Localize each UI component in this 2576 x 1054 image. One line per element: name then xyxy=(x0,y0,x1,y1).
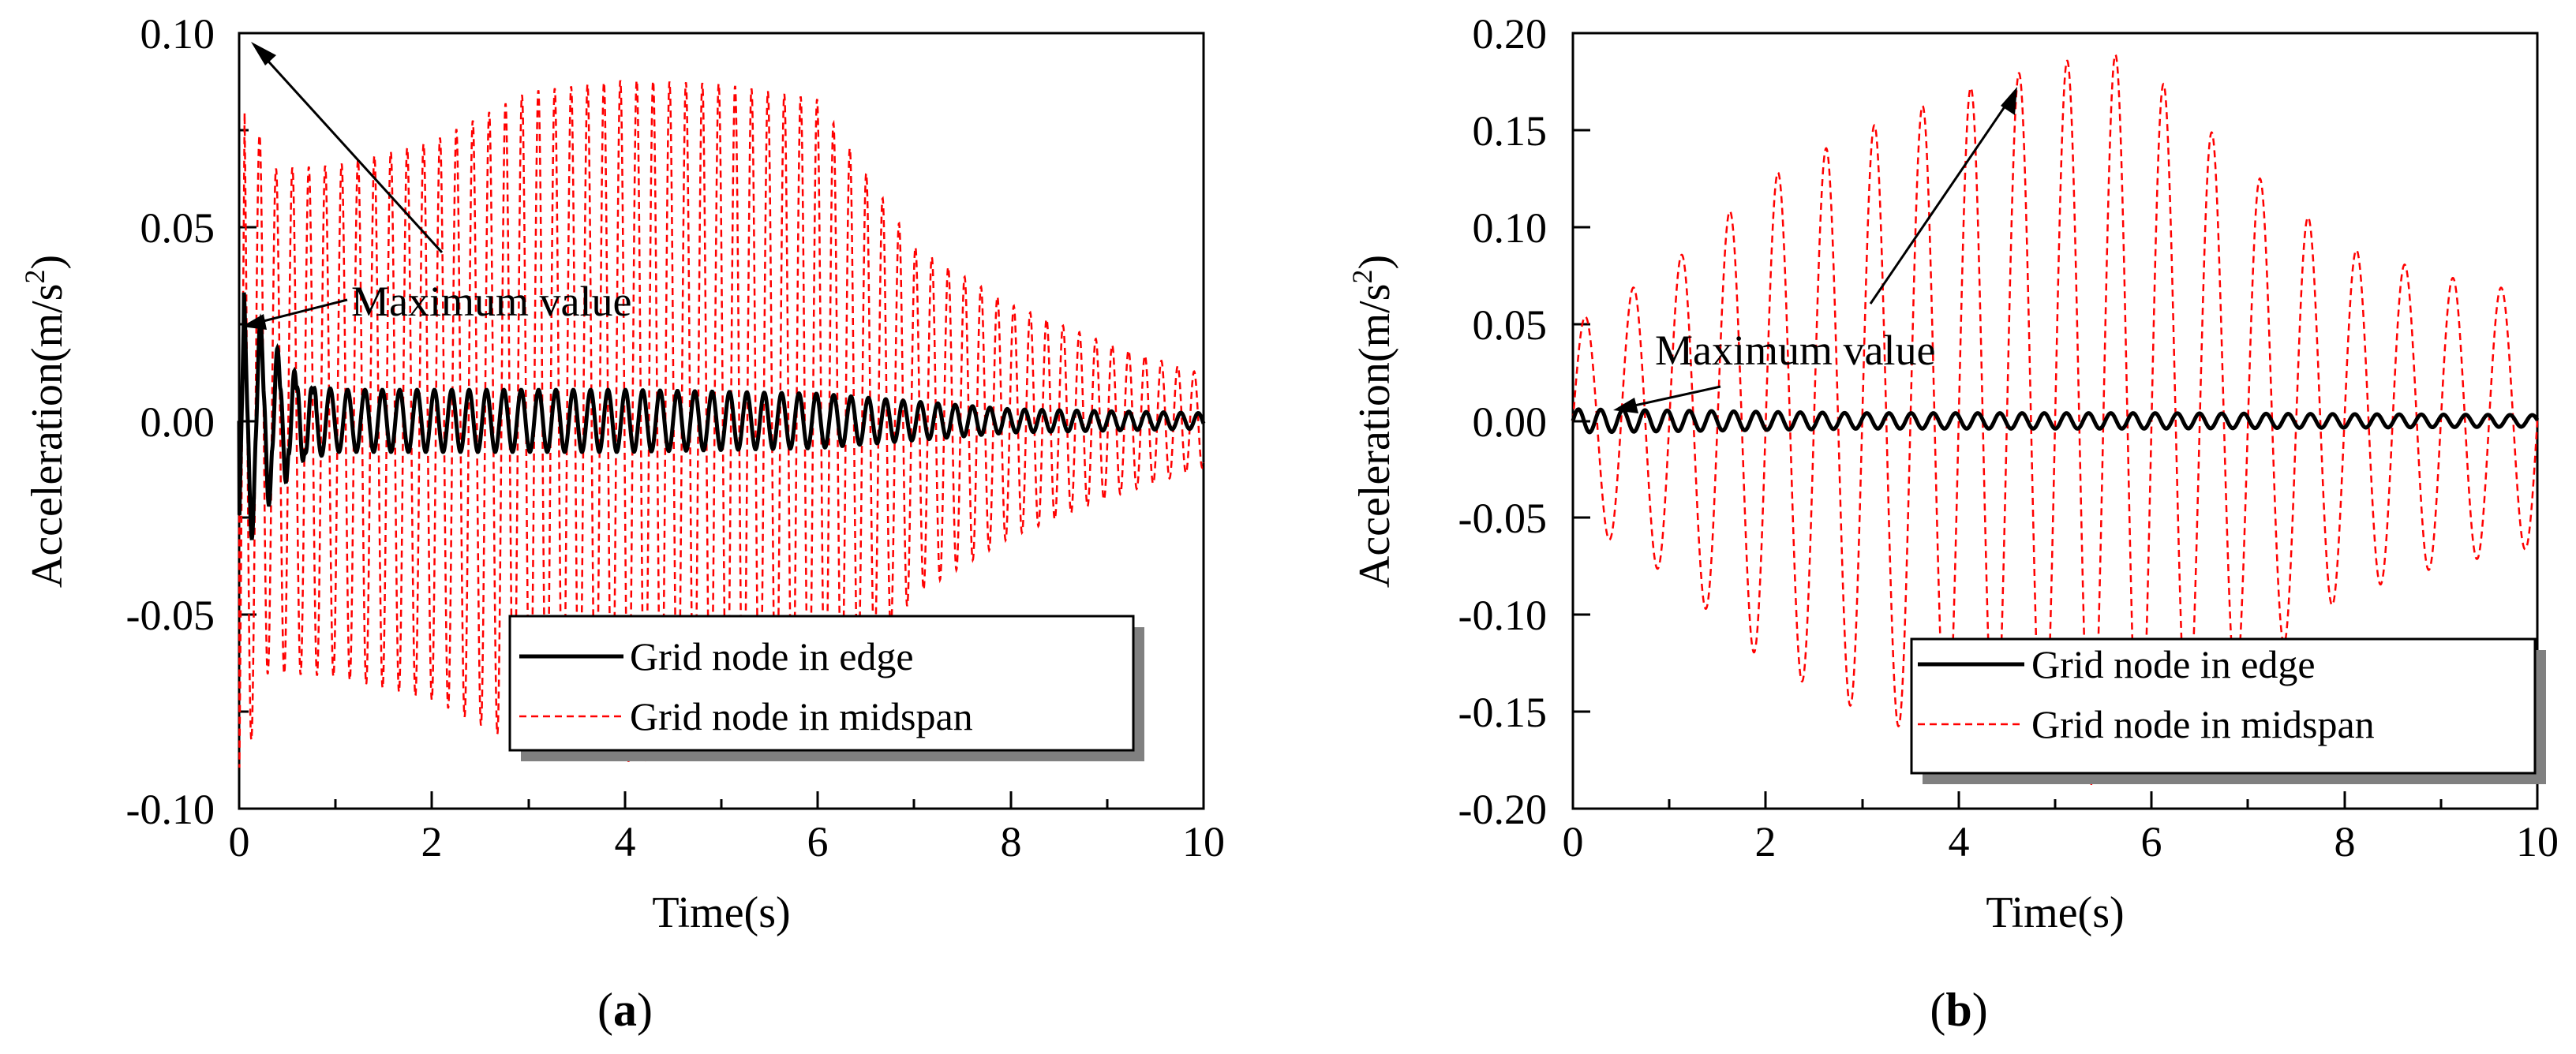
legend-label-midspan-b: Grid node in midspan xyxy=(2031,702,2375,746)
series-midspan-b xyxy=(1571,53,2539,786)
y-axis-label-b: Acceleration(m/s2) xyxy=(1346,255,1399,588)
x-ticks-b xyxy=(1571,791,2539,809)
x-tick-labels-a: 0 2 4 6 8 10 xyxy=(229,818,1226,865)
panel-label-a-letter: a xyxy=(613,984,637,1036)
y-axis-label-b-main: Acceleration(m/s xyxy=(1350,284,1399,589)
legend-b: Grid node in edge Grid node in midspan xyxy=(1910,637,2546,784)
x-axis-label-b: Time(s) xyxy=(1986,888,2124,937)
y-tick-label-a-2: 0.00 xyxy=(140,398,215,446)
legend-item-edge-a: Grid node in edge xyxy=(519,634,914,678)
y-tick-label-b-3: 0.05 xyxy=(1473,301,1548,349)
x-tick-label-a-3: 6 xyxy=(807,818,829,865)
y-tick-labels-a: 0.10 0.05 0.00 -0.05 -0.10 xyxy=(126,10,215,833)
legend-item-edge-b: Grid node in edge xyxy=(1918,642,2316,686)
series-lines-b xyxy=(1571,53,2540,786)
annotation-b: Maximum value xyxy=(1613,87,2017,413)
y-ticks-b xyxy=(1573,32,1590,810)
y-tick-label-b-6: -0.10 xyxy=(1458,592,1547,639)
y-tick-label-b-2: 0.10 xyxy=(1473,204,1548,252)
legend-a: Grid node in edge Grid node in midspan xyxy=(508,615,1144,761)
y-axis-label-a-main: Acceleration(m/s xyxy=(23,284,72,589)
y-tick-label-b-8: -0.20 xyxy=(1458,786,1547,833)
chart-a: 0.10 0.05 0.00 -0.05 -0.10 0 2 4 6 8 10 … xyxy=(19,10,1225,1036)
series-edge-b xyxy=(1571,407,2540,435)
x-tick-label-a-4: 8 xyxy=(1001,818,1022,865)
series-edge-a xyxy=(237,292,1206,540)
legend-item-midspan-b: Grid node in midspan xyxy=(1918,702,2375,746)
y-tick-label-b-7: -0.15 xyxy=(1458,689,1547,736)
annotation-label-a: Maximum value xyxy=(351,278,631,325)
y-tick-label-b-4: 0.00 xyxy=(1473,398,1548,446)
x-tick-label-a-2: 4 xyxy=(615,818,636,865)
x-tick-label-a-5: 10 xyxy=(1182,818,1225,865)
y-tick-label-b-5: -0.05 xyxy=(1458,495,1547,542)
y-tick-label-a-0: 0.10 xyxy=(140,10,215,58)
chart-b: 0.20 0.15 0.10 0.05 0.00 -0.05 -0.10 -0.… xyxy=(1346,10,2559,1036)
y-axis-label-a-end: ) xyxy=(23,255,72,270)
x-tick-label-b-4: 8 xyxy=(2334,818,2356,865)
y-tick-label-b-0: 0.20 xyxy=(1473,10,1548,58)
y-axis-label-b-sup: 2 xyxy=(1346,270,1378,284)
legend-item-midspan-a: Grid node in midspan xyxy=(519,694,973,738)
x-tick-label-b-1: 2 xyxy=(1755,818,1777,865)
y-tick-label-a-3: -0.05 xyxy=(126,592,215,639)
y-axis-label-b-end: ) xyxy=(1350,255,1399,270)
legend-label-edge-b: Grid node in edge xyxy=(2031,642,2316,686)
panel-label-b: (b) xyxy=(1930,984,1987,1036)
panel-label-b-letter: b xyxy=(1945,984,1971,1036)
x-tick-labels-b: 0 2 4 6 8 10 xyxy=(1563,818,2559,865)
y-tick-label-b-1: 0.15 xyxy=(1473,107,1548,155)
x-tick-label-b-3: 6 xyxy=(2141,818,2162,865)
series-lines-a xyxy=(237,80,1206,768)
x-tick-label-b-5: 10 xyxy=(2516,818,2559,865)
x-tick-label-b-0: 0 xyxy=(1563,818,1584,865)
y-tick-label-a-4: -0.10 xyxy=(126,786,215,833)
x-axis-label-a: Time(s) xyxy=(652,888,790,937)
y-tick-label-a-1: 0.05 xyxy=(140,204,215,252)
legend-label-edge-a: Grid node in edge xyxy=(630,634,914,678)
y-axis-label-a: Acceleration(m/s2) xyxy=(19,255,72,588)
y-axis-label-a-sup: 2 xyxy=(19,270,51,284)
annotation-label-b: Maximum value xyxy=(1655,327,1935,374)
x-ticks-a xyxy=(238,791,1205,809)
x-tick-label-b-2: 4 xyxy=(1949,818,1970,865)
panel-label-a: (a) xyxy=(597,984,653,1036)
x-tick-label-a-1: 2 xyxy=(421,818,443,865)
legend-label-midspan-a: Grid node in midspan xyxy=(630,694,973,738)
y-tick-labels-b: 0.20 0.15 0.10 0.05 0.00 -0.05 -0.10 -0.… xyxy=(1458,10,1547,833)
x-tick-label-a-0: 0 xyxy=(229,818,250,865)
annotation-a: Maximum value xyxy=(242,42,631,330)
